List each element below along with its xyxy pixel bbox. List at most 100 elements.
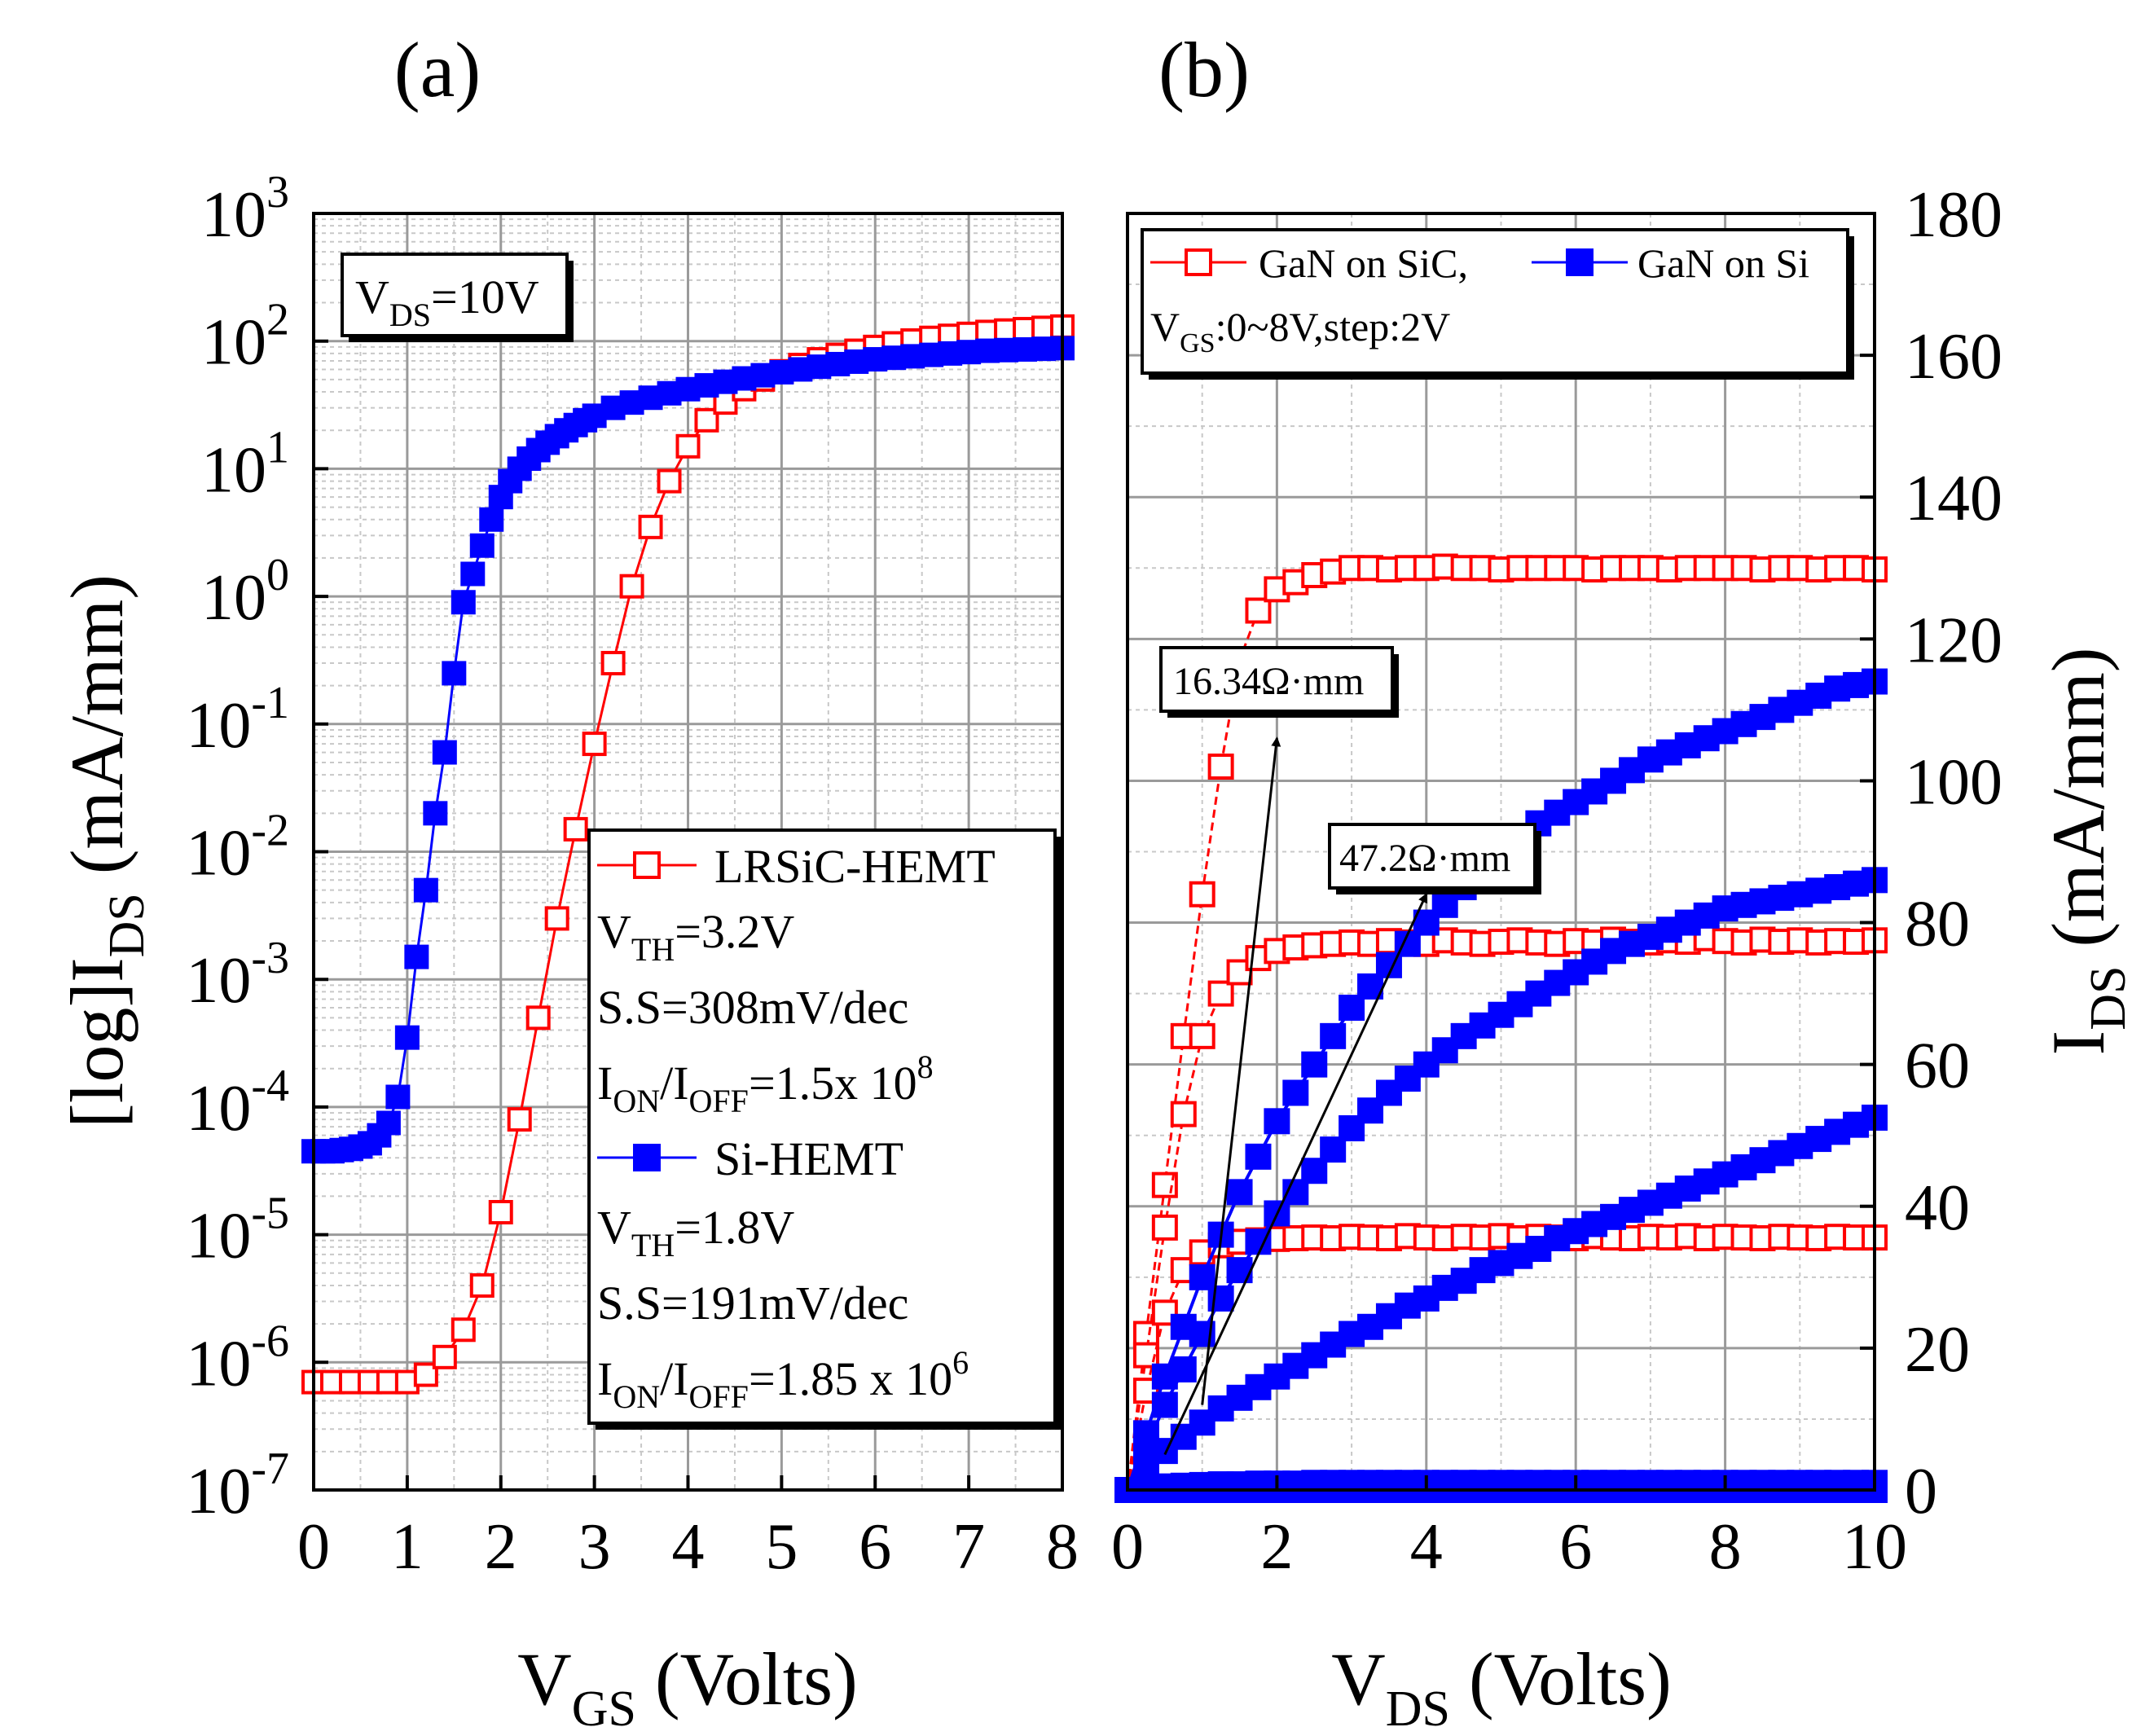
y-tick-label: 100 xyxy=(201,550,289,634)
data-point xyxy=(1189,1022,1215,1049)
x-tick-label: 7 xyxy=(952,1511,985,1583)
data-point xyxy=(1151,1214,1178,1241)
annotation-arrow-1 xyxy=(1163,892,1428,1456)
data-point xyxy=(432,740,457,765)
data-point xyxy=(1170,1101,1197,1127)
data-point xyxy=(544,906,569,931)
panel-b-y-tick-labels: 0 20 40 60 80 100 120 140 160 180 xyxy=(1905,179,2002,1527)
x-tick-label: 0 xyxy=(1111,1511,1144,1583)
x-tick-label: 3 xyxy=(578,1511,611,1583)
y-tick-label: 100 xyxy=(1905,746,2002,818)
annotation-47-2: 47.2Ω·mm xyxy=(1328,823,1541,894)
data-point xyxy=(1207,754,1234,780)
x-tick-label: 5 xyxy=(765,1511,798,1583)
x-tick-label: 8 xyxy=(1709,1511,1742,1583)
data-point xyxy=(657,468,682,494)
y-tick-label: 10-7 xyxy=(186,1444,289,1527)
x-tick-label: 0 xyxy=(297,1511,330,1583)
data-point xyxy=(479,507,504,532)
data-point xyxy=(432,1344,457,1369)
data-point xyxy=(1320,1022,1347,1049)
y-tick-label: 10-6 xyxy=(186,1316,289,1400)
data-point xyxy=(460,561,486,587)
data-point xyxy=(1207,980,1234,1007)
y-tick-label: 120 xyxy=(1905,604,2002,676)
data-point xyxy=(638,514,663,539)
data-point xyxy=(1339,995,1365,1022)
panel-b-y-axis-label: IDS (mA/mm) xyxy=(2037,648,2136,1056)
data-point xyxy=(525,1005,551,1031)
data-point xyxy=(1339,1321,1365,1347)
x-tick-label: 2 xyxy=(1260,1511,1293,1583)
series-si-hemt xyxy=(301,336,1075,1164)
x-tick-label: 10 xyxy=(1842,1511,1907,1583)
legend-ss-lrsic: S.S=308mV/dec xyxy=(597,981,908,1034)
y-tick-label: 10-3 xyxy=(186,933,289,1017)
panel-b-ticks xyxy=(1126,212,1876,1492)
legend-label-gan-on-sic: GaN on SiC, xyxy=(1259,240,1468,286)
data-point xyxy=(1245,597,1272,624)
data-point xyxy=(582,732,607,757)
panel-a-ticks xyxy=(312,212,1064,1492)
data-point xyxy=(376,1110,401,1136)
data-point xyxy=(394,1025,420,1050)
data-point xyxy=(600,651,626,676)
legend-marker-open-square xyxy=(633,851,661,879)
y-tick-label: 10-4 xyxy=(186,1061,289,1145)
data-point xyxy=(675,433,701,459)
y-tick-label: 10-5 xyxy=(186,1189,289,1272)
x-tick-label: 2 xyxy=(485,1511,517,1583)
data-point xyxy=(451,1317,476,1343)
svg-text:VDS=10V: VDS=10V xyxy=(355,270,539,333)
panel-b-data xyxy=(1114,553,1888,1503)
data-point xyxy=(1189,1264,1215,1290)
legend-entry-gan-on-sic: GaN on SiC, xyxy=(1150,240,1468,286)
data-point xyxy=(385,1084,411,1110)
svg-text:16.34Ω·mm: 16.34Ω·mm xyxy=(1173,660,1364,703)
legend-onoff-si: ION/IOFF=1.85 x 106 xyxy=(597,1344,969,1415)
panel-b-x-axis-label: VDS (Volts) xyxy=(1331,1637,1672,1736)
data-point xyxy=(1431,1037,1458,1064)
y-tick-label: 60 xyxy=(1905,1031,1970,1102)
x-tick-label: 6 xyxy=(859,1511,891,1583)
data-point xyxy=(1357,973,1384,1000)
panel-b-label: (b) xyxy=(1158,26,1250,113)
legend-label-lrsic-hemt: LRSiC-HEMT xyxy=(714,840,996,893)
legend-marker-filled-square xyxy=(1566,248,1594,276)
annotation-arrow-0 xyxy=(1201,736,1281,1405)
panel-b-legend: GaN on SiC, GaN on Si VGS:0~8V,step:2V xyxy=(1141,228,1854,380)
panel-b-annotations: 16.34Ω·mm 47.2Ω·mm xyxy=(1159,646,1541,1456)
data-point xyxy=(1226,1257,1253,1284)
data-point xyxy=(404,944,429,969)
legend-entry-si-hemt: Si-HEMT xyxy=(597,1132,903,1185)
data-point xyxy=(1132,1321,1159,1347)
data-point xyxy=(1301,1158,1328,1184)
y-tick-label: 10-2 xyxy=(186,806,289,890)
data-point xyxy=(469,533,495,558)
annotation-16-34: 16.34Ω·mm xyxy=(1159,646,1399,718)
panel-a-condition-box: VDS=10V xyxy=(341,253,574,342)
data-point xyxy=(1320,1136,1347,1163)
y-tick-label: 160 xyxy=(1905,321,2002,393)
y-tick-label: 20 xyxy=(1905,1314,1970,1386)
y-tick-label: 140 xyxy=(1905,463,2002,534)
legend-vgs-condition: VGS:0~8V,step:2V xyxy=(1150,304,1450,358)
y-tick-label: 40 xyxy=(1905,1172,1970,1244)
data-point xyxy=(1301,1051,1328,1078)
x-tick-label: 8 xyxy=(1046,1511,1079,1583)
data-point xyxy=(1189,881,1215,908)
panel-a-x-axis-label: VGS (Volts) xyxy=(517,1637,858,1736)
data-point xyxy=(1245,1143,1272,1170)
data-point xyxy=(488,1200,513,1225)
panel-b-x-tick-labels: 0 2 4 6 8 10 xyxy=(1111,1511,1907,1583)
panel-a-y-tick-labels: 10-7 10-6 10-5 10-4 10-3 10-2 10-1 100 101 102 103 xyxy=(186,167,289,1527)
panel-a-label: (a) xyxy=(394,26,481,113)
x-tick-label: 1 xyxy=(391,1511,424,1583)
panel-a-legend: LRSiC-HEMT VTH=3.2V S.S=308mV/dec ION/IO… xyxy=(587,828,1062,1430)
data-point xyxy=(563,816,588,842)
data-point xyxy=(1282,1079,1309,1106)
data-point xyxy=(451,590,476,615)
data-point xyxy=(442,661,467,686)
